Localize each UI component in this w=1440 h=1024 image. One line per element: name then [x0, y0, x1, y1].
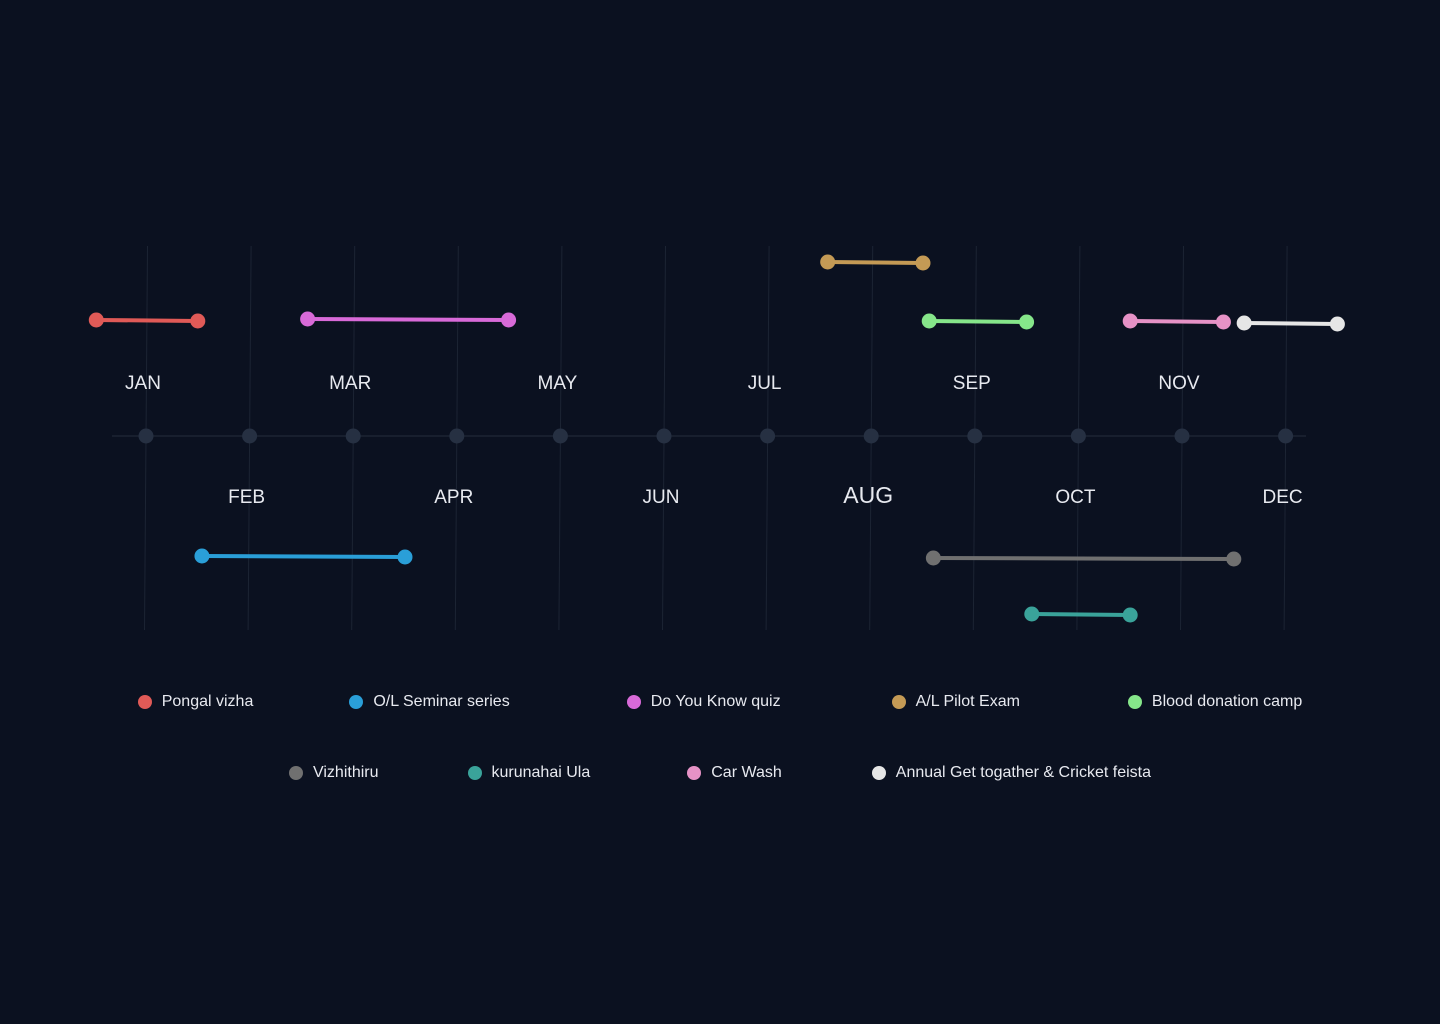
- month-label-jul: JUL: [748, 373, 782, 394]
- legend-item: Vizhithiru: [288, 761, 379, 785]
- month-label-may: MAY: [538, 373, 578, 394]
- month-label-dec: DEC: [1263, 487, 1303, 508]
- event-start-car-wash: [1122, 313, 1138, 329]
- event-bar-vizhithiru: [931, 556, 1236, 561]
- event-end-blood-donation-camp: [1019, 314, 1035, 330]
- legend-item: kurunahai Ula: [467, 761, 591, 785]
- event-bar-pongal-vizha: [94, 318, 200, 323]
- event-end-do-you-know-quiz: [501, 312, 517, 328]
- axis-node-mar: [345, 428, 361, 444]
- month-label-nov: NOV: [1158, 373, 1200, 394]
- axis-node-may: [552, 428, 568, 444]
- legend-swatch: [626, 695, 641, 709]
- event-start-blood-donation-camp: [921, 313, 937, 329]
- legend-swatch: [1127, 695, 1142, 709]
- legend-item: Do You Know quiz: [626, 690, 781, 714]
- legend-swatch: [288, 766, 303, 780]
- event-end-o-l-seminar-series: [397, 549, 413, 565]
- axis-node-jan: [138, 428, 154, 444]
- month-label-jan: JAN: [125, 373, 161, 394]
- event-end-vizhithiru: [1226, 551, 1242, 567]
- month-label-aug: AUG: [843, 482, 893, 508]
- month-label-mar: MAR: [329, 373, 371, 394]
- event-end-annual-get-togather-cricket-feista: [1329, 316, 1345, 332]
- event-start-pongal-vizha: [88, 312, 104, 328]
- event-bar-o-l-seminar-series: [199, 554, 407, 559]
- event-start-a-l-pilot-exam: [820, 254, 836, 270]
- event-start-kurunahai-ula: [1024, 606, 1040, 622]
- legend-item: Annual Get togather & Cricket feista: [871, 761, 1152, 785]
- axis-node-oct: [1070, 428, 1086, 444]
- event-bar-blood-donation-camp: [927, 319, 1029, 324]
- event-end-kurunahai-ula: [1122, 607, 1138, 623]
- legend-label: Car Wash: [711, 764, 782, 781]
- event-start-o-l-seminar-series: [194, 548, 210, 564]
- month-label-feb: FEB: [228, 487, 265, 508]
- month-label-jun: JUN: [643, 487, 680, 508]
- legend-item: Pongal vizha: [137, 690, 254, 714]
- axis-node-nov: [1174, 428, 1190, 444]
- legend-item: Blood donation camp: [1127, 690, 1303, 714]
- legend-item: O/L Seminar series: [349, 690, 510, 714]
- legend-swatch: [687, 766, 702, 780]
- legend-label: kurunahai Ula: [491, 764, 591, 781]
- legend-swatch: [137, 695, 152, 709]
- timeline-plot: JAN FEB MAR APR MAY JUN JUL AUG SEP OCT NOV DEC: [88, 245, 1345, 631]
- legend-swatch: [467, 766, 482, 780]
- event-end-car-wash: [1215, 314, 1231, 330]
- legend-row-1: Pongal vizha O/L Seminar series Do You Kno…: [0, 690, 1440, 714]
- axis-node-dec: [1278, 428, 1294, 444]
- month-label-oct: OCT: [1055, 487, 1096, 508]
- legend-swatch: [349, 695, 364, 709]
- axis-node-jun: [656, 428, 672, 444]
- legend-label: Do You Know quiz: [650, 693, 781, 710]
- event-start-annual-get-togather-cricket-feista: [1236, 315, 1252, 331]
- axis-node-aug: [863, 428, 879, 444]
- legend-label: Pongal vizha: [161, 693, 254, 710]
- axis-node-feb: [242, 428, 258, 444]
- legend-row-2: Vizhithiru kurunahai Ula Car Wash Annual Ge…: [0, 761, 1440, 785]
- legend-item: Car Wash: [687, 761, 782, 785]
- event-end-a-l-pilot-exam: [915, 255, 931, 271]
- legend-label: O/L Seminar series: [373, 693, 510, 710]
- event-start-vizhithiru: [925, 550, 941, 566]
- event-end-pongal-vizha: [190, 313, 206, 329]
- legend-label: Annual Get togather & Cricket feista: [895, 764, 1152, 781]
- event-bar-annual-get-togather-cricket-feista: [1242, 321, 1340, 326]
- event-start-do-you-know-quiz: [300, 311, 316, 327]
- legend-label: A/L Pilot Exam: [915, 693, 1020, 710]
- event-bar-kurunahai-ula: [1029, 612, 1133, 617]
- event-bar-do-you-know-quiz: [305, 317, 511, 322]
- event-bar-a-l-pilot-exam: [825, 260, 925, 265]
- legend-swatch: [891, 695, 906, 709]
- legend-label: Blood donation camp: [1151, 693, 1303, 710]
- event-bar-car-wash: [1128, 319, 1226, 324]
- month-label-apr: APR: [434, 487, 473, 508]
- axis-node-sep: [967, 428, 983, 444]
- month-label-sep: SEP: [953, 373, 991, 394]
- legend-swatch: [871, 766, 886, 780]
- legend-item: A/L Pilot Exam: [891, 690, 1020, 714]
- legend-label: Vizhithiru: [312, 764, 379, 781]
- axis-node-jul: [760, 428, 776, 444]
- axis-node-apr: [449, 428, 465, 444]
